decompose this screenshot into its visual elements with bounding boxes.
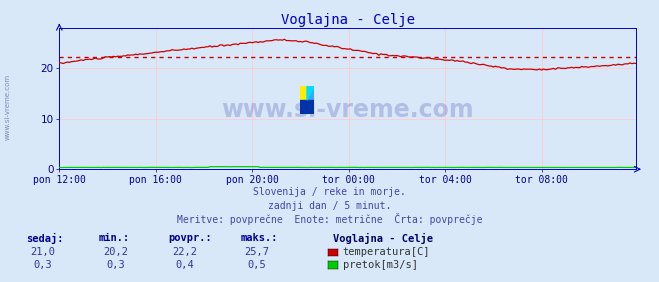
Text: 22,2: 22,2: [172, 247, 197, 257]
Text: www.si-vreme.com: www.si-vreme.com: [5, 74, 11, 140]
Polygon shape: [307, 86, 314, 100]
Text: sedaj:: sedaj:: [26, 233, 64, 244]
Text: Slovenija / reke in morje.: Slovenija / reke in morje.: [253, 187, 406, 197]
Text: www.si-vreme.com: www.si-vreme.com: [221, 98, 474, 122]
Bar: [307, 86, 314, 100]
Bar: [300, 86, 307, 100]
Text: povpr.:: povpr.:: [168, 233, 212, 243]
Text: temperatura[C]: temperatura[C]: [343, 247, 430, 257]
Text: Meritve: povprečne  Enote: metrične  Črta: povprečje: Meritve: povprečne Enote: metrične Črta:…: [177, 213, 482, 224]
Text: maks.:: maks.:: [241, 233, 278, 243]
Text: pretok[m3/s]: pretok[m3/s]: [343, 260, 418, 270]
Text: 0,3: 0,3: [106, 260, 125, 270]
Text: 0,5: 0,5: [248, 260, 266, 270]
Text: 0,3: 0,3: [34, 260, 52, 270]
Text: 21,0: 21,0: [30, 247, 55, 257]
Text: 25,7: 25,7: [244, 247, 270, 257]
Text: Voglajna - Celje: Voglajna - Celje: [333, 233, 433, 244]
Text: min.:: min.:: [99, 233, 130, 243]
Text: zadnji dan / 5 minut.: zadnji dan / 5 minut.: [268, 201, 391, 211]
Text: 0,4: 0,4: [175, 260, 194, 270]
Title: Voglajna - Celje: Voglajna - Celje: [281, 13, 415, 27]
Bar: [300, 100, 314, 114]
Text: 20,2: 20,2: [103, 247, 128, 257]
